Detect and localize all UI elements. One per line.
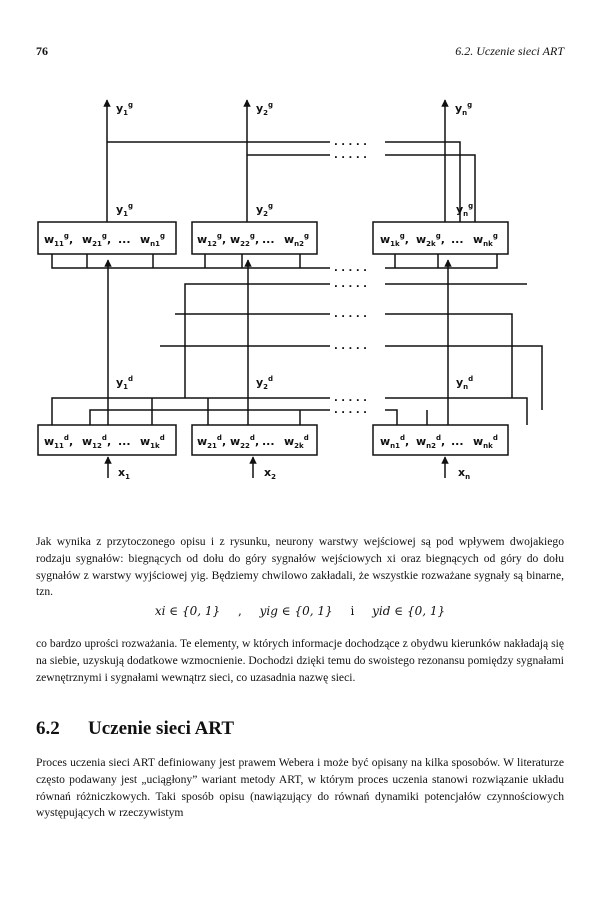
section-title: Uczenie sieci ART — [88, 718, 235, 739]
output-label-bottom: y1d — [116, 375, 133, 391]
output-label-bottom: y2d — [256, 375, 273, 391]
output-label-top: y2g — [256, 101, 273, 117]
output-label-bottom: ynd — [456, 375, 473, 391]
output-label-top-inner: yng — [456, 202, 473, 218]
ellipsis-inline: ... — [262, 233, 275, 246]
ellipsis-inline: ... — [118, 233, 131, 246]
weight-label: w1kg, — [380, 232, 409, 248]
ellipsis-dots: . . . . . — [334, 263, 367, 274]
paragraph-2: co bardzo uprości rozważania. Te element… — [36, 636, 564, 686]
formula-separator: , — [238, 604, 242, 618]
output-label-top-inner: y1g — [116, 202, 133, 218]
output-label-top: y1g — [116, 101, 133, 117]
formula-part-2: yig ∈ {0, 1} — [259, 604, 333, 618]
ellipsis-dots: . . . . . — [334, 393, 367, 404]
binary-signals-formula: xi ∈ {0, 1} , yig ∈ {0, 1} i yid ∈ {0, 1… — [0, 604, 600, 618]
weight-label: wn2g — [284, 232, 309, 248]
ellipsis-dots: . . . . . — [334, 341, 367, 352]
paragraph-1-text: Jak wynika z przytoczonego opisu i z rys… — [36, 535, 564, 599]
input-label: x2 — [264, 466, 276, 481]
formula-part-3: yid ∈ {0, 1} — [372, 604, 446, 618]
ellipsis-inline: ... — [451, 435, 464, 448]
ellipsis-dots: . . . . . — [334, 279, 367, 290]
ellipsis-dots: . . . . . — [334, 150, 367, 161]
paragraph-2-text: co bardzo uprości rozważania. Te element… — [36, 637, 564, 684]
weight-label: wn2d, — [416, 434, 445, 450]
weight-label: w21g, — [82, 232, 111, 248]
paragraph-3-text: Proces uczenia sieci ART definiowany jes… — [36, 756, 564, 820]
ellipsis-inline: ... — [118, 435, 131, 448]
weight-label: w22g, — [230, 232, 259, 248]
paragraph-1: Jak wynika z przytoczonego opisu i z rys… — [36, 534, 564, 601]
weight-label: w21d, — [197, 434, 226, 450]
section-number: 6.2 — [36, 718, 60, 739]
weight-label: w12g, — [197, 232, 226, 248]
ellipsis-inline: ... — [451, 233, 464, 246]
weight-label: wnkd — [473, 434, 498, 450]
ellipsis-inline: ... — [262, 435, 275, 448]
weight-label: wnkg — [473, 232, 498, 248]
weight-label: w2kd — [284, 434, 309, 450]
output-label-top: yng — [455, 101, 472, 117]
weight-label: w2kg, — [416, 232, 445, 248]
paragraph-3: Proces uczenia sieci ART definiowany jes… — [36, 755, 564, 822]
section-heading: 6.2 Uczenie sieci ART — [36, 718, 234, 740]
ellipsis-dots: . . . . . — [334, 405, 367, 416]
weight-label: wn1g — [140, 232, 165, 248]
formula-part-1: xi ∈ {0, 1} — [154, 604, 221, 618]
weight-label: w11g, — [44, 232, 73, 248]
running-head: 6.2. Uczenie sieci ART — [455, 44, 564, 58]
art-network-diagram: . . . . . . . . . . . . . . . . . . . . … — [37, 99, 543, 481]
ellipsis-dots: . . . . . — [334, 309, 367, 320]
formula-conjunction: i — [350, 604, 355, 618]
input-label: x1 — [118, 466, 130, 481]
weight-label: wn1d, — [380, 434, 409, 450]
weight-label: w11d, — [44, 434, 73, 450]
output-label-top-inner: y2g — [256, 202, 273, 218]
weight-label: w22d, — [230, 434, 259, 450]
weight-label: w12d, — [82, 434, 111, 450]
input-label: xn — [458, 466, 470, 481]
page-number: 76 — [36, 44, 48, 58]
weight-label: w1kd — [140, 434, 165, 450]
ellipsis-dots: . . . . . — [334, 137, 367, 148]
